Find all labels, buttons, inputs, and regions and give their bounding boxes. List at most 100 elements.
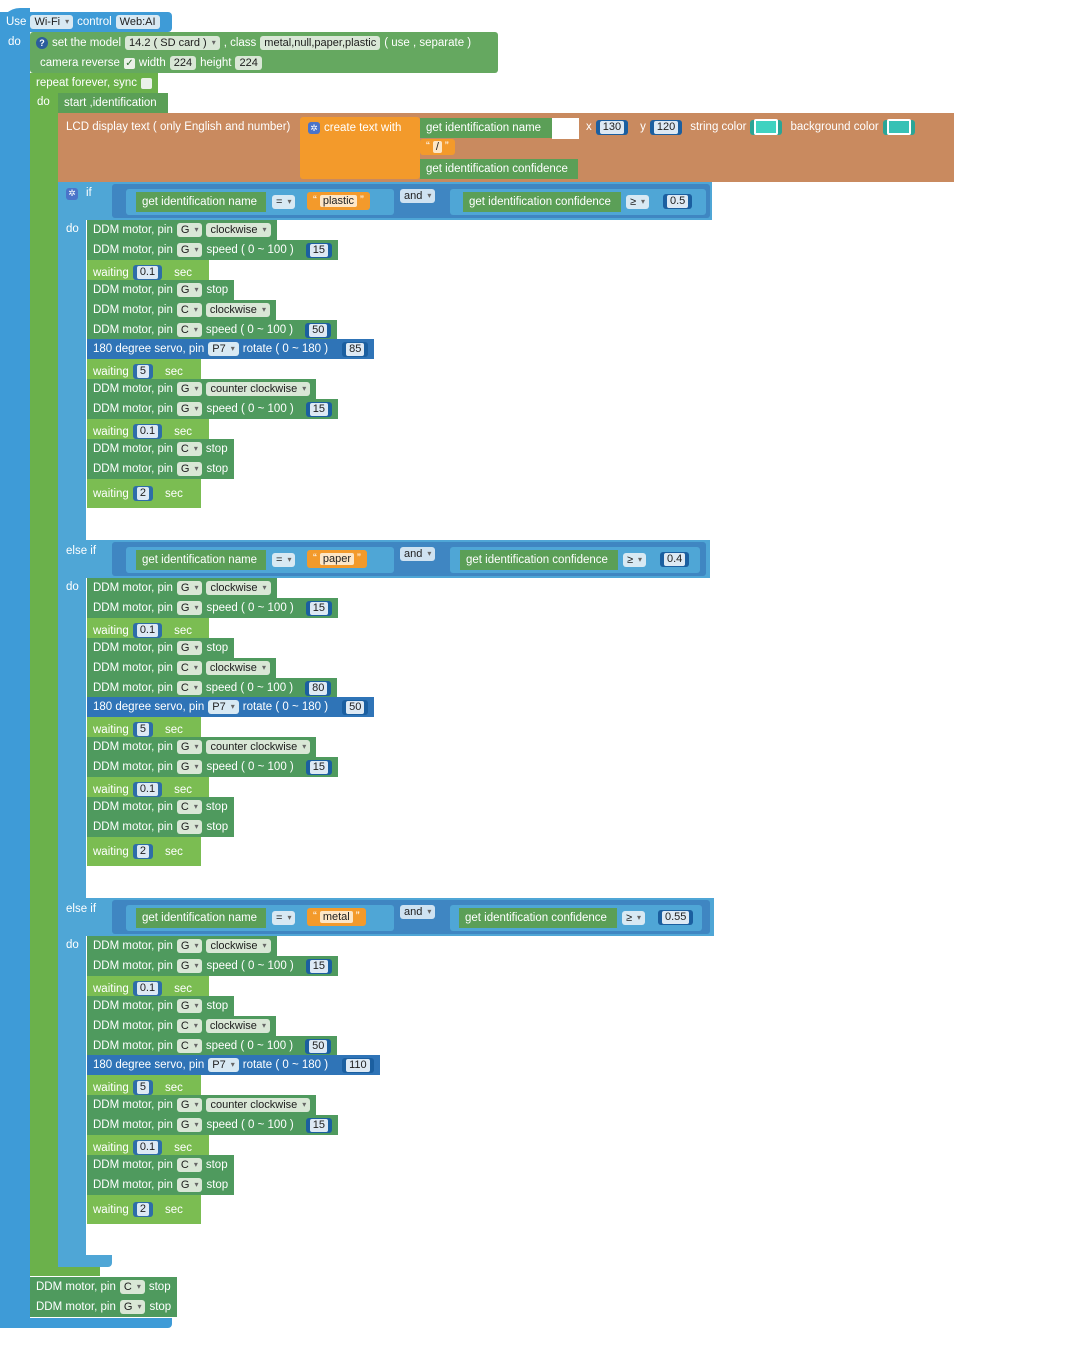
separator-text[interactable]: /	[432, 141, 442, 153]
direction-dropdown[interactable]: clockwise	[206, 223, 271, 237]
and-operator-dropdown[interactable]: and	[400, 547, 436, 561]
wait-seconds-text[interactable]: 2	[136, 1203, 149, 1216]
motor-speed[interactable]: 15	[305, 242, 332, 258]
servo-pin-dropdown[interactable]: P7	[208, 342, 239, 356]
camera-reverse-checkbox[interactable]: ✓	[123, 57, 135, 69]
wait-seconds-text[interactable]: 5	[136, 365, 149, 378]
motor-speed-block[interactable]: DDM motor, pinGspeed ( 0 ~ 100 ) 15	[87, 1115, 338, 1135]
motor-speed-text[interactable]: 15	[309, 601, 328, 615]
wait-seconds-text[interactable]: 2	[136, 845, 149, 858]
motor-pin-dropdown[interactable]: C	[119, 1280, 145, 1294]
wait-seconds[interactable]: 0.1	[132, 424, 163, 439]
height-field[interactable]: 224	[235, 56, 262, 70]
operator-ge-dropdown[interactable]: ≥	[623, 553, 647, 567]
repeat-forever-header[interactable]: repeat forever, sync	[30, 73, 158, 93]
wait-seconds[interactable]: 2	[132, 486, 153, 501]
get-name-block[interactable]: get identification name	[136, 192, 266, 212]
wait-seconds-text[interactable]: 0.1	[136, 783, 159, 796]
get-confidence-block[interactable]: get identification confidence	[459, 908, 617, 928]
operator-ge-dropdown[interactable]: ≥	[626, 195, 650, 209]
motor-direction-block[interactable]: DDM motor, pinGclockwise	[87, 936, 277, 956]
width-field[interactable]: 224	[169, 56, 197, 70]
get-name-block[interactable]: get identification name	[136, 908, 266, 928]
motor-stop-block[interactable]: DDM motor, pinCstop	[87, 797, 234, 817]
wait-seconds-text[interactable]: 0.1	[136, 624, 159, 637]
operator-equals-dropdown[interactable]: =	[272, 911, 296, 925]
motor-pin-dropdown[interactable]: G	[176, 740, 203, 754]
confidence-threshold[interactable]: 0.55	[658, 910, 694, 925]
motor-pin-dropdown[interactable]: C	[176, 1039, 202, 1053]
waiting-block[interactable]: waiting 2 sec	[87, 837, 201, 866]
motor-stop-block[interactable]: DDM motor, pinGstop	[87, 638, 235, 658]
direction-dropdown[interactable]: clockwise	[205, 303, 270, 317]
class-list-field[interactable]: metal,null,paper,plastic	[260, 36, 381, 50]
motor-speed-text[interactable]: 15	[309, 402, 328, 416]
help-icon[interactable]: ?	[36, 37, 48, 49]
control-mode-field[interactable]: Web:AI	[115, 15, 160, 29]
wait-seconds[interactable]: 0.1	[132, 981, 163, 996]
motor-direction-block[interactable]: DDM motor, pinCclockwise	[87, 300, 276, 320]
motor-pin-dropdown[interactable]: G	[176, 959, 203, 973]
string-color-swatch[interactable]	[754, 119, 779, 135]
bg-color-swatch[interactable]	[886, 119, 911, 135]
motor-pin-dropdown[interactable]: G	[176, 820, 203, 834]
x-value[interactable]: 130	[595, 119, 629, 135]
tail-motor-stop-block[interactable]: DDM motor, pinCstop	[30, 1277, 177, 1297]
motor-speed-text[interactable]: 15	[309, 959, 328, 973]
motor-pin-dropdown[interactable]: C	[176, 323, 202, 337]
motor-speed-block[interactable]: DDM motor, pinCspeed ( 0 ~ 100 ) 50	[87, 1036, 338, 1056]
get-confidence-block[interactable]: get identification confidence	[460, 550, 618, 570]
string-color-picker[interactable]	[750, 119, 783, 135]
motor-stop-block[interactable]: DDM motor, pinGstop	[87, 1175, 235, 1195]
motor-direction-block[interactable]: DDM motor, pinGcounter clockwise	[87, 379, 317, 399]
get-confidence-block[interactable]: get identification confidence	[463, 192, 621, 212]
motor-direction-block[interactable]: DDM motor, pinCclockwise	[87, 658, 276, 678]
motor-speed-text[interactable]: 80	[309, 681, 328, 695]
motor-speed-text[interactable]: 50	[309, 323, 328, 337]
waiting-block[interactable]: waiting 2 sec	[87, 1195, 201, 1224]
class-string-value[interactable]: metal	[319, 911, 353, 923]
motor-stop-block[interactable]: DDM motor, pinGstop	[87, 817, 235, 837]
wifi-mode-dropdown[interactable]: Wi-Fi	[30, 15, 74, 29]
motor-pin-dropdown[interactable]: G	[176, 462, 203, 476]
servo-block[interactable]: 180 degree servo, pinP7rotate ( 0 ~ 180 …	[87, 339, 375, 359]
confidence-threshold-text[interactable]: 0.5	[667, 195, 689, 208]
motor-speed[interactable]: 15	[305, 958, 332, 974]
repeat-forever-block[interactable]	[30, 73, 58, 1268]
and-operator-dropdown[interactable]: and	[400, 189, 436, 203]
motor-pin-dropdown[interactable]: G	[176, 1178, 203, 1192]
direction-dropdown[interactable]: counter clockwise	[206, 1098, 311, 1112]
wait-seconds[interactable]: 2	[132, 1202, 153, 1217]
motor-pin-dropdown[interactable]: C	[176, 442, 202, 456]
model-source-dropdown[interactable]: 14.2 ( SD card )	[125, 36, 220, 50]
confidence-threshold[interactable]: 0.5	[663, 194, 693, 209]
wait-seconds-text[interactable]: 5	[136, 1081, 149, 1094]
sync-checkbox[interactable]	[141, 77, 152, 89]
motor-pin-dropdown[interactable]: G	[176, 1098, 203, 1112]
motor-speed-block[interactable]: DDM motor, pinGspeed ( 0 ~ 100 ) 15	[87, 757, 338, 777]
lcd-display-block[interactable]: LCD display text ( only English and numb…	[58, 113, 954, 182]
direction-dropdown[interactable]: clockwise	[205, 1019, 270, 1033]
motor-speed-block[interactable]: DDM motor, pinGspeed ( 0 ~ 100 ) 15	[87, 598, 338, 618]
motor-pin-dropdown[interactable]: C	[176, 1019, 202, 1033]
motor-direction-block[interactable]: DDM motor, pinGcounter clockwise	[87, 1095, 317, 1115]
motor-speed[interactable]: 15	[305, 600, 332, 616]
motor-pin-dropdown[interactable]: G	[176, 601, 203, 615]
motor-speed-block[interactable]: DDM motor, pinGspeed ( 0 ~ 100 ) 15	[87, 399, 338, 419]
motor-speed-text[interactable]: 15	[309, 1118, 328, 1132]
and-operator-dropdown[interactable]: and	[400, 905, 436, 919]
motor-pin-dropdown[interactable]: G	[176, 1118, 203, 1132]
wait-seconds[interactable]: 2	[132, 844, 153, 859]
motor-stop-block[interactable]: DDM motor, pinCstop	[87, 439, 234, 459]
motor-pin-dropdown[interactable]: G	[176, 939, 203, 953]
wait-seconds[interactable]: 5	[132, 722, 153, 737]
class-string-block[interactable]: “metal”	[307, 908, 366, 926]
class-string-block[interactable]: “paper”	[307, 550, 367, 568]
motor-speed-text[interactable]: 15	[309, 243, 328, 257]
motor-pin-dropdown[interactable]: G	[176, 999, 203, 1013]
motor-pin-dropdown[interactable]: G	[176, 283, 203, 297]
servo-pin-dropdown[interactable]: P7	[208, 700, 239, 714]
confidence-threshold-text[interactable]: 0.55	[662, 911, 690, 924]
class-string-value[interactable]: plastic	[319, 195, 358, 207]
if-else-block[interactable]	[58, 182, 86, 1264]
